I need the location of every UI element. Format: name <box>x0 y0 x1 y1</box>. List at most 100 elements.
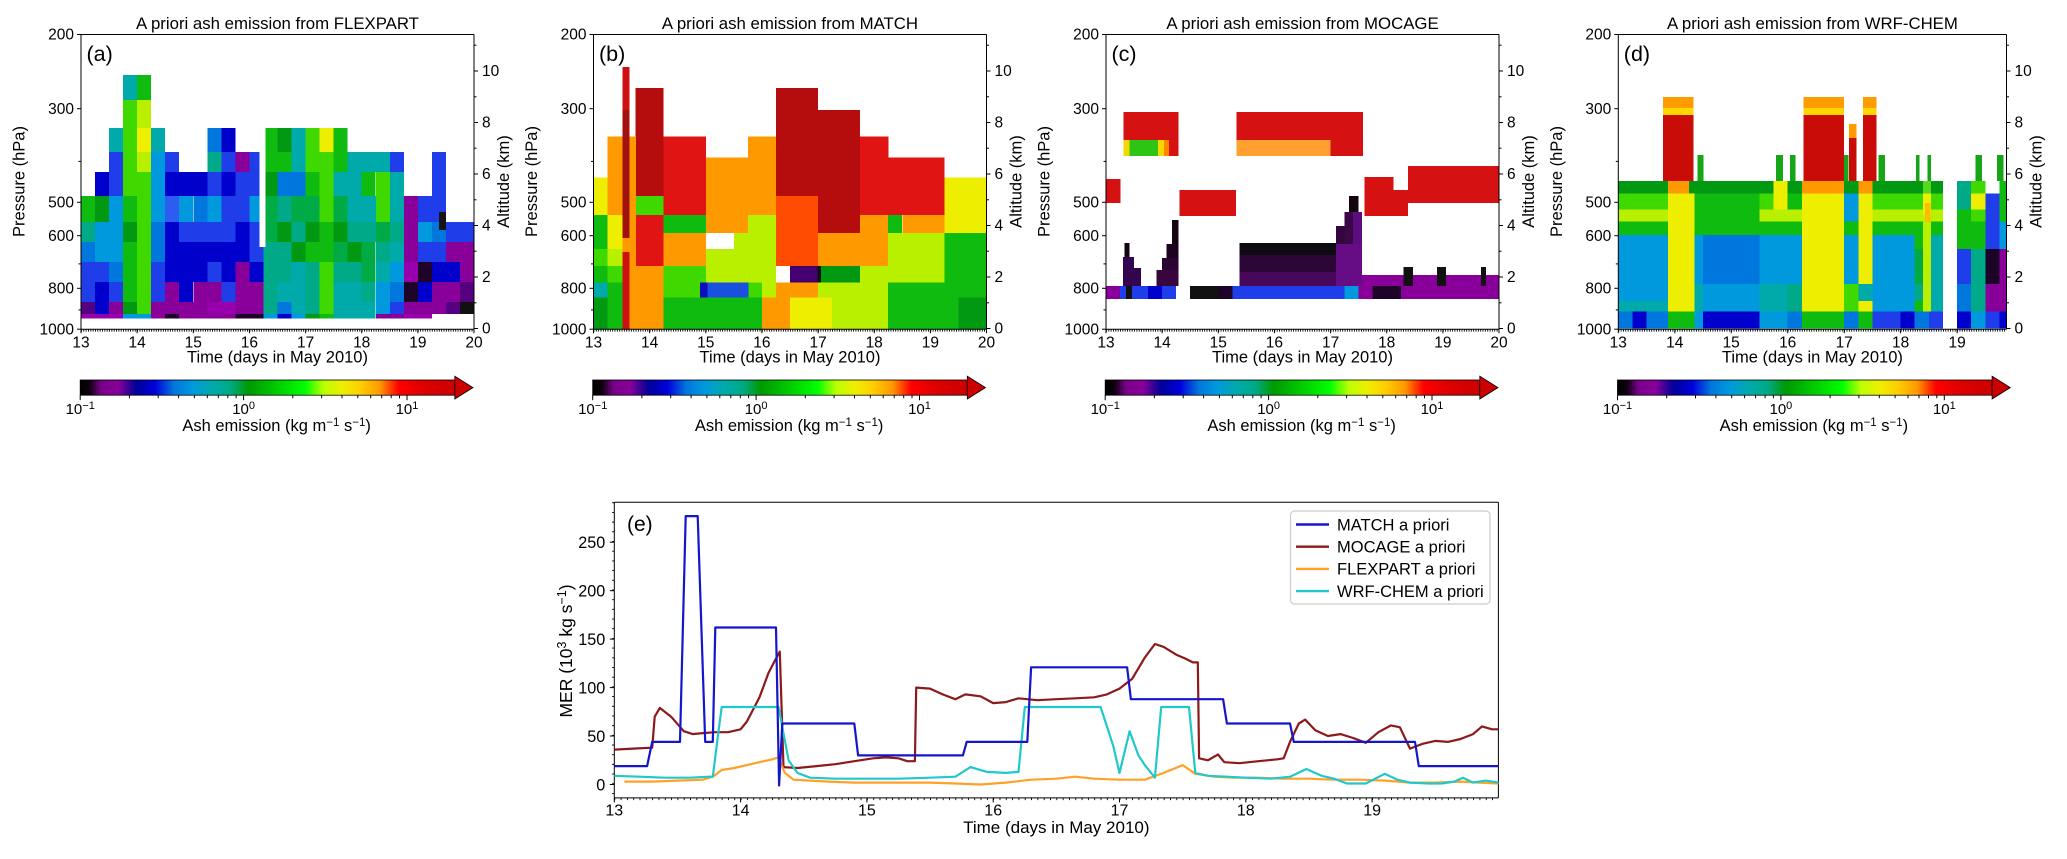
svg-text:13: 13 <box>605 803 623 820</box>
svg-text:MER (103 kg s−1): MER (103 kg s−1) <box>555 584 576 717</box>
svg-text:14: 14 <box>1153 335 1171 352</box>
svg-text:(b): (b) <box>599 42 625 66</box>
svg-text:1000: 1000 <box>552 321 587 338</box>
svg-text:13: 13 <box>585 335 602 352</box>
svg-text:Pressure (hPa): Pressure (hPa) <box>1548 126 1566 237</box>
svg-text:A priori ash emission from MAT: A priori ash emission from MATCH <box>662 14 918 33</box>
svg-text:17: 17 <box>1322 335 1339 352</box>
svg-text:16: 16 <box>753 335 770 352</box>
svg-text:Ash emission (kg m−1 s−1): Ash emission (kg m−1 s−1) <box>1720 417 1909 435</box>
svg-text:10: 10 <box>482 63 500 80</box>
svg-text:200: 200 <box>1585 27 1611 44</box>
svg-text:100: 100 <box>578 679 605 697</box>
svg-text:6: 6 <box>2015 166 2024 183</box>
svg-text:Ash emission (kg m−1 s−1): Ash emission (kg m−1 s−1) <box>1207 417 1396 435</box>
svg-text:Pressure (hPa): Pressure (hPa) <box>1036 126 1054 237</box>
svg-text:17: 17 <box>1111 803 1129 820</box>
svg-text:300: 300 <box>1585 101 1611 118</box>
svg-text:300: 300 <box>48 101 74 118</box>
svg-text:800: 800 <box>561 281 587 298</box>
svg-text:200: 200 <box>1073 27 1099 44</box>
svg-text:500: 500 <box>1073 195 1099 212</box>
svg-text:Altitude (km): Altitude (km) <box>2028 135 2046 228</box>
svg-text:500: 500 <box>1585 195 1611 212</box>
svg-text:A priori ash emission from MOC: A priori ash emission from MOCAGE <box>1166 14 1438 33</box>
svg-text:19: 19 <box>1948 335 1965 352</box>
svg-text:(d): (d) <box>1624 42 1650 66</box>
svg-text:18: 18 <box>353 335 370 352</box>
svg-text:18: 18 <box>1237 803 1255 820</box>
svg-text:2: 2 <box>1507 269 1516 286</box>
svg-text:Altitude (km): Altitude (km) <box>495 135 513 228</box>
svg-text:8: 8 <box>482 115 491 132</box>
svg-text:14: 14 <box>128 335 146 352</box>
svg-text:250: 250 <box>578 534 605 552</box>
svg-text:Pressure (hPa): Pressure (hPa) <box>11 126 29 237</box>
svg-text:2: 2 <box>2015 269 2024 286</box>
svg-text:800: 800 <box>1073 281 1099 298</box>
svg-text:10: 10 <box>1507 63 1525 80</box>
svg-text:13: 13 <box>72 335 89 352</box>
svg-text:15: 15 <box>1723 335 1740 352</box>
svg-text:20: 20 <box>1490 335 1508 352</box>
svg-text:17: 17 <box>1836 335 1853 352</box>
svg-text:(e): (e) <box>627 513 653 536</box>
svg-text:15: 15 <box>185 335 202 352</box>
svg-text:6: 6 <box>995 166 1004 183</box>
svg-text:15: 15 <box>697 335 714 352</box>
svg-text:4: 4 <box>2015 218 2024 235</box>
svg-text:14: 14 <box>732 803 750 820</box>
svg-text:4: 4 <box>1507 218 1516 235</box>
svg-text:8: 8 <box>995 115 1004 132</box>
svg-text:0: 0 <box>482 321 491 338</box>
svg-text:19: 19 <box>922 335 939 352</box>
svg-text:0: 0 <box>995 321 1004 338</box>
svg-text:Ash emission (kg m−1 s−1): Ash emission (kg m−1 s−1) <box>695 417 884 435</box>
svg-text:10: 10 <box>995 63 1013 80</box>
svg-text:600: 600 <box>561 228 587 245</box>
svg-text:800: 800 <box>48 281 74 298</box>
svg-text:50: 50 <box>587 728 605 746</box>
svg-text:FLEXPART a priori: FLEXPART a priori <box>1337 561 1475 579</box>
svg-text:MOCAGE a priori: MOCAGE a priori <box>1337 539 1465 557</box>
svg-text:0: 0 <box>2015 321 2024 338</box>
svg-text:4: 4 <box>482 218 491 235</box>
svg-text:13: 13 <box>1097 335 1114 352</box>
svg-text:Pressure (hPa): Pressure (hPa) <box>523 126 541 237</box>
svg-text:Time (days in May 2010): Time (days in May 2010) <box>1212 349 1393 367</box>
svg-text:Altitude (km): Altitude (km) <box>1520 135 1538 228</box>
svg-text:18: 18 <box>1892 335 1909 352</box>
svg-text:200: 200 <box>561 27 587 44</box>
svg-text:300: 300 <box>1073 101 1099 118</box>
svg-text:19: 19 <box>1363 803 1381 820</box>
svg-text:1000: 1000 <box>1065 321 1100 338</box>
svg-text:Ash emission (kg m−1 s−1): Ash emission (kg m−1 s−1) <box>182 417 371 435</box>
svg-text:500: 500 <box>561 195 587 212</box>
svg-text:15: 15 <box>1210 335 1227 352</box>
svg-text:16: 16 <box>241 335 258 352</box>
svg-text:0: 0 <box>1507 321 1516 338</box>
svg-text:500: 500 <box>48 195 74 212</box>
svg-text:6: 6 <box>1507 166 1516 183</box>
svg-text:2: 2 <box>482 269 491 286</box>
svg-text:14: 14 <box>1666 335 1684 352</box>
svg-text:0: 0 <box>596 776 605 794</box>
svg-text:18: 18 <box>1378 335 1395 352</box>
svg-text:1000: 1000 <box>40 321 75 338</box>
svg-text:600: 600 <box>1073 228 1099 245</box>
svg-text:19: 19 <box>1434 335 1451 352</box>
svg-text:16: 16 <box>1266 335 1283 352</box>
svg-text:WRF-CHEM a priori: WRF-CHEM a priori <box>1337 583 1484 601</box>
svg-text:20: 20 <box>978 335 996 352</box>
svg-text:600: 600 <box>48 228 74 245</box>
svg-text:8: 8 <box>2015 115 2024 132</box>
svg-text:800: 800 <box>1585 281 1611 298</box>
svg-text:(a): (a) <box>87 42 113 66</box>
svg-text:MATCH a priori: MATCH a priori <box>1337 516 1449 534</box>
svg-text:20: 20 <box>465 335 483 352</box>
svg-text:A priori ash emission from FLE: A priori ash emission from FLEXPART <box>136 14 419 33</box>
svg-text:16: 16 <box>984 803 1002 820</box>
svg-text:Altitude (km): Altitude (km) <box>1008 135 1026 228</box>
svg-text:8: 8 <box>1507 115 1516 132</box>
svg-text:150: 150 <box>578 631 605 649</box>
